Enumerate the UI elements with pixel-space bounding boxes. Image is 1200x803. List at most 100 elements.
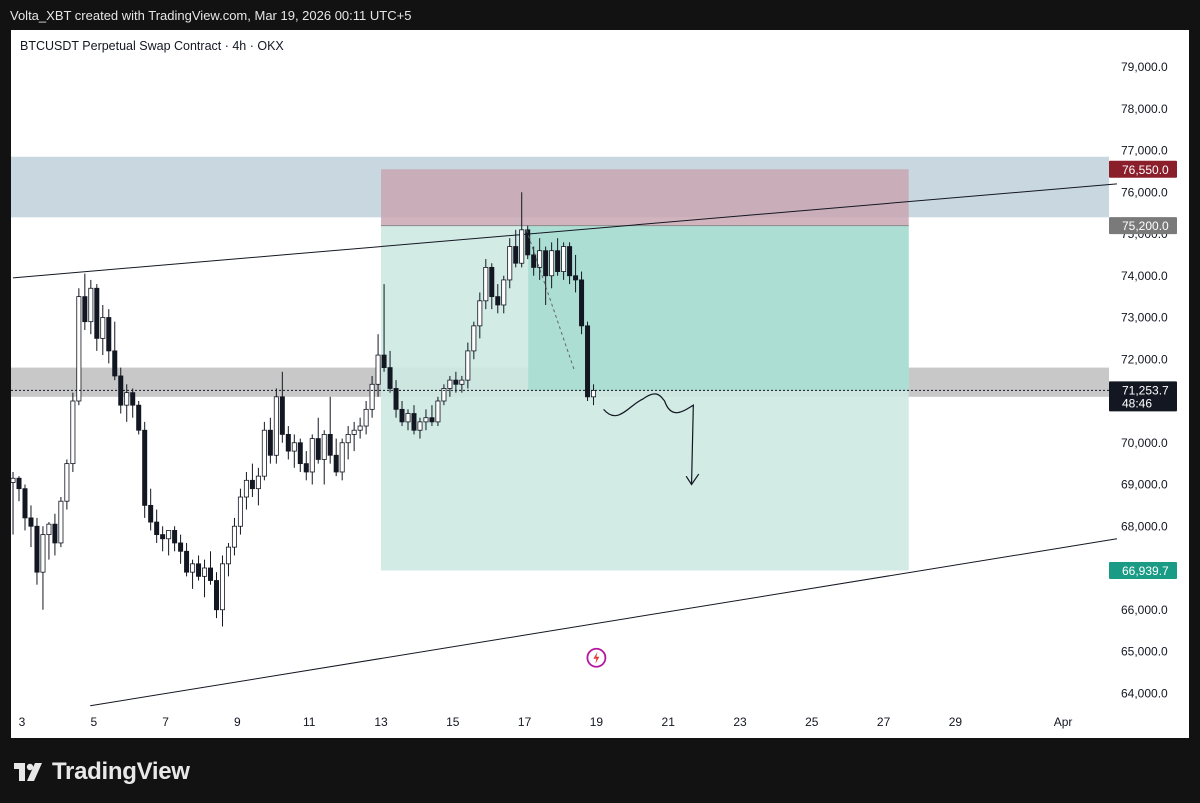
candle (411, 405, 417, 435)
candle-body (387, 367, 393, 389)
candle-body (202, 567, 208, 577)
y-tick-label: 72,000.0 (1121, 352, 1168, 366)
candle (196, 555, 202, 581)
candle-body (124, 392, 130, 406)
candle-body (555, 250, 561, 272)
candle (525, 225, 531, 260)
projection-drawn-path (603, 393, 694, 485)
candle (339, 438, 345, 481)
candle-body (130, 392, 136, 406)
candle (100, 304, 106, 356)
candle-body (441, 388, 447, 402)
candle-body (429, 417, 435, 423)
tradingview-branding[interactable]: TradingView (14, 758, 190, 786)
candle-body (255, 475, 261, 490)
price-tag-label: 66,939.7 (1122, 564, 1169, 578)
candle-body (573, 275, 579, 281)
candle-body (142, 429, 148, 506)
y-tick-label: 69,000.0 (1121, 478, 1168, 492)
candle (537, 238, 543, 280)
candle (231, 517, 237, 556)
price-tag-stop: 76,550.0 (1109, 160, 1177, 178)
candle-body (279, 396, 285, 435)
candle (255, 467, 261, 506)
stop-loss-zone (381, 169, 909, 226)
y-tick-label: 73,000.0 (1121, 311, 1168, 325)
candle-body (273, 396, 279, 456)
candle (58, 497, 64, 548)
x-tick-label: 19 (590, 715, 604, 729)
candle-body (64, 463, 70, 502)
candle-body (375, 354, 381, 385)
candle (489, 263, 495, 310)
candle (351, 421, 357, 452)
candle-body (411, 413, 417, 431)
candle-body (196, 563, 202, 577)
candle-body (501, 279, 507, 306)
chart-header: Volta_XBT created with TradingView.com, … (10, 8, 412, 23)
candle-body (172, 530, 178, 544)
price-tag-target: 66,939.7 (1109, 562, 1177, 580)
upper-trendline (12, 183, 1117, 279)
candle-body (178, 542, 184, 552)
candle (184, 542, 190, 577)
chart-panel[interactable]: BTCUSDT Perpetual Swap Contract · 4h · O… (11, 30, 1189, 738)
y-tick-label: 68,000.0 (1121, 519, 1168, 533)
candle (243, 471, 249, 510)
candle (52, 513, 58, 556)
candle-body (423, 417, 429, 423)
price-tag-current: 71,253.748:46 (1109, 381, 1177, 412)
replay-lightning-icon[interactable] (586, 647, 607, 668)
candle (477, 292, 483, 339)
candle-body (190, 563, 196, 573)
candle-body (531, 254, 537, 268)
projection-arrowhead (685, 473, 700, 486)
tradingview-logo-icon (14, 763, 42, 781)
candle (22, 484, 28, 531)
candle-body (213, 580, 219, 611)
candle-body (70, 400, 76, 465)
candle-body (219, 563, 225, 611)
candle-body (148, 504, 154, 523)
candle-body (88, 287, 94, 323)
projection-dashed-line (525, 229, 576, 372)
candle (190, 559, 196, 589)
candle-body (495, 296, 501, 306)
price-tag-box (1109, 160, 1177, 178)
candle-body (16, 477, 22, 490)
candlestick-chart[interactable]: BTCUSDT Perpetual Swap Contract · 4h · O… (11, 30, 1189, 738)
candle-body (519, 229, 525, 264)
candle (585, 321, 591, 401)
candle (237, 488, 243, 535)
candle (315, 417, 321, 464)
candle (579, 271, 585, 335)
candle-body (303, 463, 309, 473)
y-tick-label: 77,000.0 (1121, 144, 1168, 158)
candle-body (208, 567, 214, 581)
candle-body (327, 433, 333, 456)
candle-body (52, 523, 58, 544)
candle-body (285, 433, 291, 452)
candle-body (537, 250, 543, 268)
candle-body (184, 550, 190, 573)
candle (202, 559, 208, 598)
candle (327, 396, 333, 464)
candle (375, 334, 381, 397)
candle (267, 417, 273, 464)
price-tag-box (1109, 562, 1177, 580)
candle (471, 321, 477, 360)
candle (441, 384, 447, 406)
candle-body (315, 438, 321, 460)
y-tick-label: 66,000.0 (1121, 603, 1168, 617)
candle (34, 517, 40, 585)
candle (261, 421, 267, 481)
candle (543, 246, 549, 305)
candle (333, 438, 339, 477)
candle (573, 254, 579, 293)
candle (369, 375, 375, 418)
x-tick-label: 23 (733, 715, 747, 729)
candle (82, 273, 88, 331)
candle (321, 430, 327, 485)
candle-body (489, 266, 495, 298)
candle (148, 488, 154, 531)
